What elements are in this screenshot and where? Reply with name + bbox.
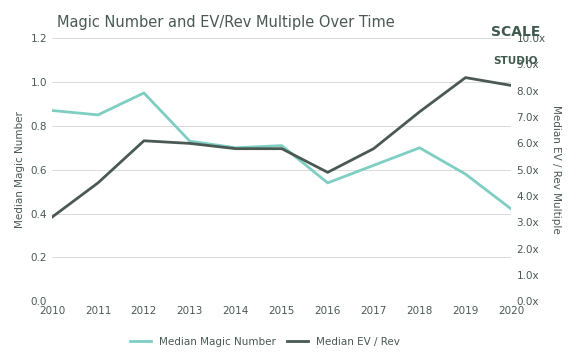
Median Magic Number xyxy=(232,146,239,150)
Y-axis label: Median EV / Rev Multiple: Median EV / Rev Multiple xyxy=(551,105,561,234)
Text: STUDIO: STUDIO xyxy=(493,56,538,66)
Line: Median EV / Rev: Median EV / Rev xyxy=(52,78,511,217)
Text: SCALE: SCALE xyxy=(491,26,540,39)
Median Magic Number xyxy=(94,113,101,117)
Line: Median Magic Number: Median Magic Number xyxy=(52,93,511,209)
Median EV / Rev xyxy=(278,147,285,151)
Legend: Median Magic Number, Median EV / Rev: Median Magic Number, Median EV / Rev xyxy=(126,333,404,351)
Text: Magic Number and EV/Rev Multiple Over Time: Magic Number and EV/Rev Multiple Over Ti… xyxy=(56,15,395,30)
Median Magic Number xyxy=(416,146,423,150)
Median Magic Number xyxy=(508,207,515,211)
Median EV / Rev xyxy=(141,139,147,143)
Median Magic Number xyxy=(187,139,194,143)
Median Magic Number xyxy=(324,181,331,185)
Median Magic Number xyxy=(370,163,377,167)
Median EV / Rev xyxy=(94,181,101,185)
Median Magic Number xyxy=(462,172,469,176)
Y-axis label: Median Magic Number: Median Magic Number xyxy=(15,111,25,228)
Median EV / Rev xyxy=(187,141,194,145)
Median Magic Number xyxy=(278,143,285,148)
Median Magic Number xyxy=(141,91,147,95)
Median EV / Rev xyxy=(48,215,55,219)
Median EV / Rev xyxy=(462,76,469,80)
Median EV / Rev xyxy=(508,83,515,87)
Median EV / Rev xyxy=(416,110,423,114)
Median EV / Rev xyxy=(370,147,377,151)
Median Magic Number xyxy=(48,108,55,113)
Median EV / Rev xyxy=(232,147,239,151)
Median EV / Rev xyxy=(324,170,331,175)
